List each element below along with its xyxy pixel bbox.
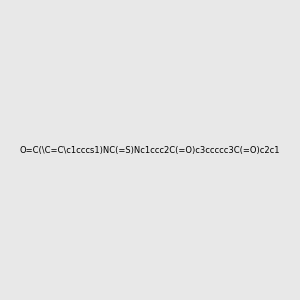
Text: O=C(\C=C\c1cccs1)NC(=S)Nc1ccc2C(=O)c3ccccc3C(=O)c2c1: O=C(\C=C\c1cccs1)NC(=S)Nc1ccc2C(=O)c3ccc… [20, 146, 280, 154]
